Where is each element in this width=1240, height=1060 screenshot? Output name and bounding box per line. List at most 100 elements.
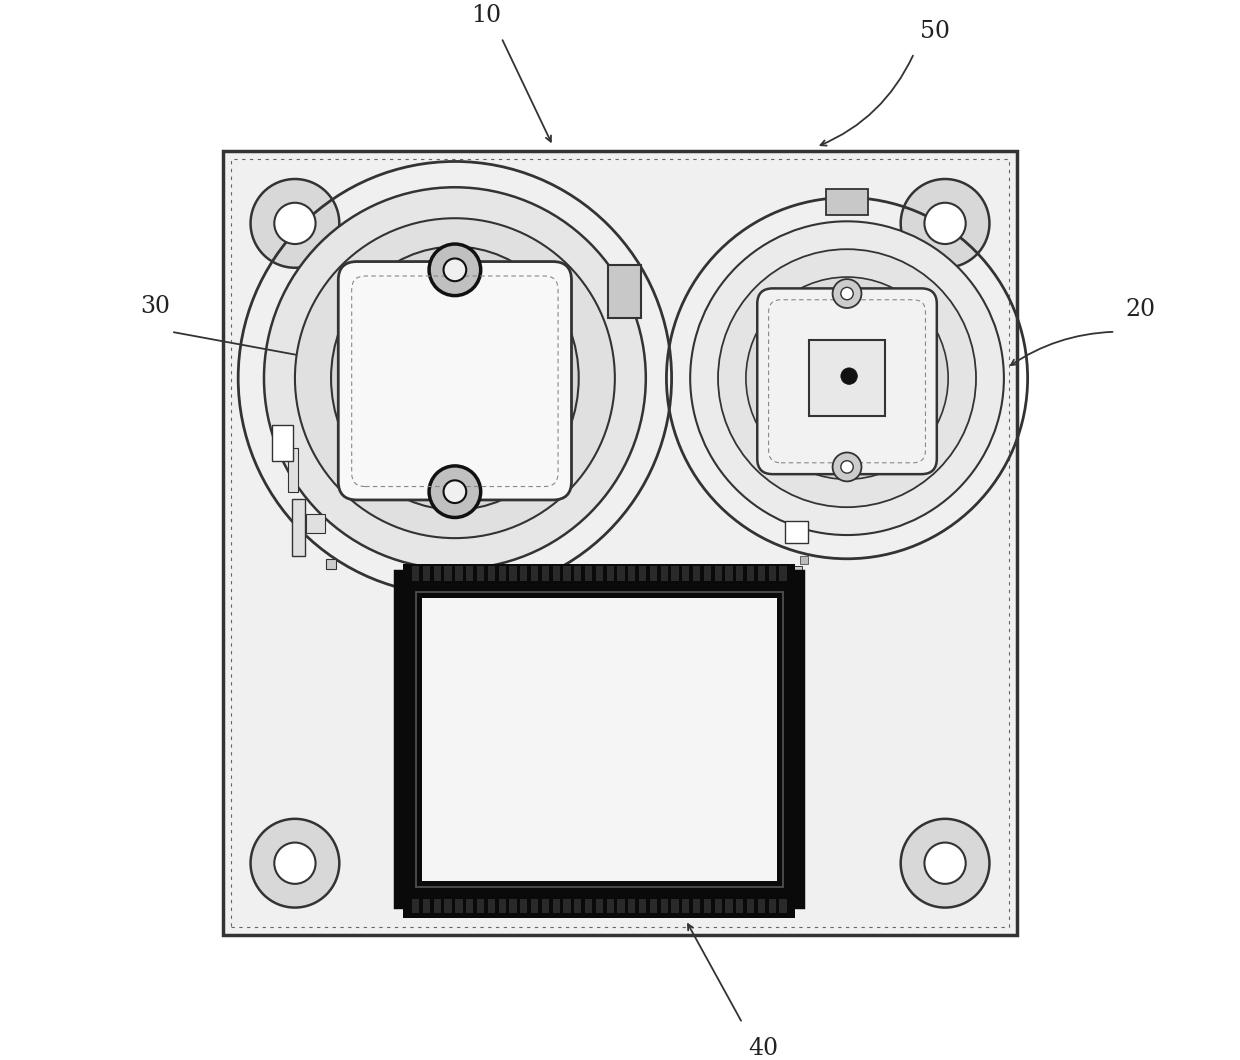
Circle shape — [900, 179, 990, 268]
Text: 20: 20 — [1126, 299, 1156, 321]
Bar — [477, 566, 484, 582]
Circle shape — [264, 188, 646, 569]
Bar — [487, 566, 495, 582]
Bar — [746, 899, 754, 913]
Bar — [671, 566, 678, 582]
Circle shape — [691, 222, 1004, 535]
Bar — [693, 566, 701, 582]
Bar — [769, 566, 776, 582]
Circle shape — [250, 179, 340, 268]
Circle shape — [295, 218, 615, 538]
Bar — [563, 899, 570, 913]
Bar — [606, 566, 614, 582]
Circle shape — [832, 453, 862, 481]
Bar — [737, 899, 744, 913]
Bar — [693, 899, 701, 913]
Bar — [725, 566, 733, 582]
Bar — [639, 566, 646, 582]
Circle shape — [841, 287, 853, 300]
Bar — [487, 899, 495, 913]
Bar — [629, 899, 635, 913]
Bar — [618, 899, 625, 913]
Bar — [714, 566, 722, 582]
Circle shape — [746, 277, 949, 479]
Bar — [403, 899, 795, 918]
Bar — [434, 899, 441, 913]
Bar — [553, 899, 559, 913]
Bar — [423, 899, 430, 913]
Circle shape — [274, 843, 315, 884]
Bar — [661, 566, 668, 582]
Bar — [553, 566, 559, 582]
Bar — [531, 566, 538, 582]
Bar — [455, 899, 463, 913]
Circle shape — [900, 818, 990, 907]
Circle shape — [274, 202, 315, 244]
Bar — [629, 566, 635, 582]
Bar — [306, 514, 325, 533]
Bar — [606, 899, 614, 913]
Bar — [785, 520, 807, 544]
Bar — [510, 899, 517, 913]
Bar — [423, 566, 430, 582]
Bar — [455, 566, 463, 582]
Text: 30: 30 — [140, 296, 171, 318]
Bar — [542, 566, 549, 582]
Bar — [415, 591, 782, 887]
Bar — [520, 566, 527, 582]
Bar — [585, 899, 593, 913]
Bar — [422, 598, 776, 881]
Bar — [608, 265, 641, 318]
Circle shape — [841, 368, 857, 385]
Bar — [403, 580, 795, 899]
FancyBboxPatch shape — [758, 288, 936, 474]
Bar — [791, 566, 801, 577]
Bar — [531, 899, 538, 913]
Bar — [466, 899, 474, 913]
Circle shape — [429, 244, 481, 296]
Bar — [826, 190, 868, 215]
Bar — [737, 566, 744, 582]
Circle shape — [718, 249, 976, 507]
FancyBboxPatch shape — [339, 262, 572, 500]
Bar — [434, 566, 441, 582]
Bar — [403, 564, 795, 580]
Bar — [704, 566, 711, 582]
Bar — [769, 899, 776, 913]
Bar — [291, 499, 305, 555]
Bar — [520, 899, 527, 913]
Bar — [780, 899, 786, 913]
Circle shape — [841, 461, 853, 473]
Bar — [542, 899, 549, 913]
Bar — [585, 566, 593, 582]
Bar — [758, 899, 765, 913]
Bar — [563, 566, 570, 582]
Bar — [661, 899, 668, 913]
Bar — [412, 566, 419, 582]
Circle shape — [925, 843, 966, 884]
Bar — [639, 899, 646, 913]
Bar — [574, 899, 582, 913]
Bar — [477, 899, 484, 913]
Circle shape — [444, 259, 466, 281]
Bar — [223, 152, 1017, 935]
Bar — [682, 566, 689, 582]
Bar — [444, 899, 451, 913]
Bar — [650, 899, 657, 913]
Ellipse shape — [331, 247, 579, 510]
Bar — [498, 566, 506, 582]
Bar — [231, 159, 1009, 928]
Text: 10: 10 — [471, 4, 501, 28]
Bar — [671, 899, 678, 913]
Circle shape — [250, 818, 340, 907]
Bar — [746, 566, 754, 582]
Bar — [444, 566, 451, 582]
FancyBboxPatch shape — [808, 340, 885, 417]
Bar — [595, 566, 603, 582]
Bar — [650, 566, 657, 582]
Circle shape — [444, 480, 466, 503]
Bar — [273, 425, 293, 461]
Bar — [510, 566, 517, 582]
Bar — [466, 566, 474, 582]
Text: 40: 40 — [748, 1037, 777, 1060]
